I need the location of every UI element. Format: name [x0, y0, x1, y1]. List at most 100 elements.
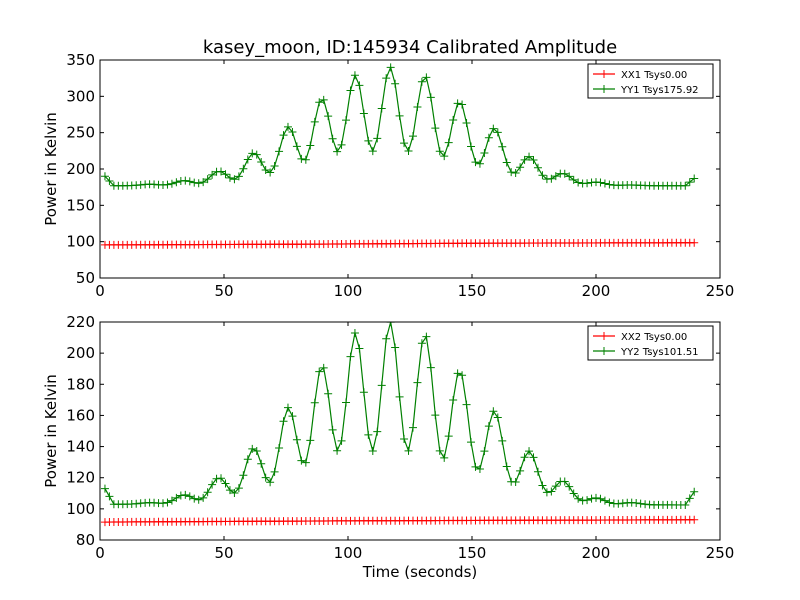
data-point-marker: [417, 339, 426, 348]
data-point-marker: [355, 344, 364, 353]
data-point-marker: [373, 427, 382, 436]
data-point-marker: [288, 412, 297, 421]
x-tick-label: 150: [458, 544, 487, 562]
data-point-marker: [342, 116, 351, 125]
y-tick-label: 100: [66, 233, 95, 251]
series-yy-group: [100, 322, 699, 509]
data-point-marker: [636, 499, 645, 508]
data-point-marker: [359, 109, 368, 118]
data-point-marker: [243, 455, 252, 464]
data-point-marker: [359, 388, 368, 397]
data-point-marker: [449, 116, 458, 125]
data-point-marker: [203, 175, 212, 184]
data-point-marker: [194, 179, 203, 188]
legend-entry: XX2 Tsys0.00: [621, 332, 687, 343]
data-point-marker: [167, 179, 176, 188]
data-point-marker: [395, 111, 404, 120]
data-point-marker: [551, 482, 560, 491]
data-point-marker: [252, 150, 261, 159]
data-point-marker: [560, 477, 569, 486]
y-tick-label: 150: [66, 196, 95, 214]
data-point-marker: [257, 459, 266, 468]
data-point-marker: [377, 104, 386, 113]
data-point-marker: [408, 423, 417, 432]
data-point-marker: [315, 98, 324, 107]
data-point-marker: [462, 118, 471, 127]
data-point-marker: [301, 155, 310, 164]
data-point-marker: [690, 515, 699, 524]
data-point-marker: [685, 178, 694, 187]
data-point-marker: [426, 93, 435, 102]
data-point-marker: [690, 174, 699, 183]
data-point-marker: [230, 175, 239, 184]
data-point-marker: [319, 95, 328, 104]
y-tick-label: 120: [66, 469, 95, 487]
data-point-marker: [275, 443, 284, 452]
data-point-marker: [529, 156, 538, 164]
data-point-marker: [225, 173, 234, 182]
data-point-marker: [404, 146, 413, 155]
data-point-marker: [239, 164, 248, 173]
data-point-marker: [221, 479, 230, 488]
data-point-marker: [324, 389, 333, 398]
data-point-marker: [422, 332, 431, 341]
data-point-marker: [292, 435, 301, 444]
x-tick-label: 50: [214, 282, 233, 300]
data-point-marker: [400, 434, 409, 443]
data-point-marker: [587, 494, 596, 503]
y-tick-label: 160: [66, 406, 95, 424]
data-point-marker: [328, 425, 337, 434]
data-point-marker: [105, 492, 114, 501]
top-panel: 0 50 100 150 200 25050100150200250300350Power…: [42, 51, 734, 300]
data-point-marker: [444, 138, 453, 147]
data-point-marker: [252, 446, 261, 455]
data-point-marker: [261, 473, 270, 482]
data-point-marker: [520, 453, 529, 462]
data-point-marker: [386, 63, 395, 72]
y-tick-label: 140: [66, 438, 95, 456]
data-point-marker: [516, 466, 525, 475]
data-point-marker: [288, 128, 297, 137]
data-point-marker: [547, 487, 556, 496]
data-point-marker: [208, 170, 217, 179]
data-point-marker: [203, 488, 212, 497]
data-point-marker: [279, 417, 288, 426]
data-point-marker: [632, 499, 641, 508]
data-point-marker: [413, 378, 422, 387]
data-point-marker: [426, 363, 435, 372]
data-point-marker: [520, 155, 529, 164]
data-point-marker: [498, 436, 507, 445]
y-tick-label: 300: [66, 87, 95, 105]
data-point-marker: [257, 158, 266, 167]
data-point-marker: [417, 77, 426, 86]
y-axis-label: Power in Kelvin: [42, 374, 60, 488]
data-point-marker: [440, 453, 449, 462]
data-point-marker: [100, 484, 109, 493]
bottom-panel: 0 50 100 150 200 250 80 100 120 140 160 180 200 220 Po…: [42, 313, 734, 581]
data-point-marker: [592, 493, 600, 502]
data-point-marker: [368, 147, 377, 156]
y-tick-label: 250: [66, 124, 95, 142]
data-point-marker: [292, 142, 301, 151]
data-point-marker: [181, 176, 190, 185]
data-point-marker: [453, 369, 462, 378]
data-point-marker: [475, 464, 484, 473]
data-point-marker: [373, 134, 382, 143]
data-point-marker: [337, 436, 346, 445]
data-point-marker: [283, 122, 292, 131]
data-point-marker: [462, 400, 471, 409]
data-point-marker: [413, 103, 422, 112]
data-point-marker: [342, 398, 351, 407]
data-point-marker: [248, 149, 257, 158]
data-point-marker: [507, 168, 516, 177]
data-point-marker: [431, 124, 440, 133]
data-point-marker: [163, 498, 172, 507]
data-point-marker: [315, 367, 324, 376]
data-point-marker: [542, 488, 551, 497]
data-point-marker: [319, 363, 328, 372]
data-point-marker: [453, 99, 462, 108]
data-point-marker: [382, 334, 391, 343]
data-point-marker: [248, 444, 257, 453]
data-point-marker: [190, 494, 199, 503]
